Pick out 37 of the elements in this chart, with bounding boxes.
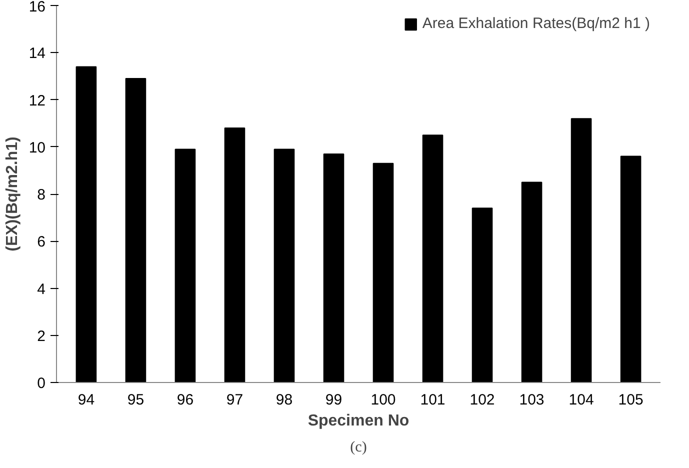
- bar: [323, 153, 344, 382]
- x-tick-label: 95: [127, 392, 144, 408]
- y-tick-label: 16: [28, 0, 46, 16]
- bar: [372, 162, 394, 382]
- x-tick-label: 99: [325, 392, 342, 408]
- y-tick-label: 0: [37, 375, 46, 392]
- y-tick-label: 14: [28, 45, 46, 62]
- y-tick-label: 8: [37, 186, 46, 204]
- y-tick-label: 2: [37, 328, 46, 345]
- bar: [521, 182, 542, 382]
- bar: [620, 156, 642, 382]
- y-tick-label: 6: [37, 234, 46, 251]
- x-axis-title: Specimen No: [308, 412, 410, 430]
- bar: [570, 118, 592, 382]
- x-tick-label: 98: [276, 392, 293, 408]
- bar: [422, 134, 444, 382]
- y-axis-title: (EX)(Bq/m2.h1): [4, 136, 21, 252]
- text: (c): [350, 440, 367, 456]
- bar: [125, 78, 146, 382]
- x-tick-label: 97: [226, 392, 244, 408]
- x-tick-label: 102: [470, 392, 495, 408]
- x-tick-label: 96: [176, 392, 194, 408]
- bar: [174, 148, 196, 382]
- x-tick-label: 105: [618, 392, 644, 408]
- y-tick-label: 4: [37, 280, 46, 298]
- bar: [76, 66, 97, 382]
- x-tick-label: 94: [78, 392, 95, 408]
- x-tick-label: 100: [370, 392, 396, 408]
- y-tick-label: 10: [28, 139, 46, 156]
- y-tick-label: 12: [28, 92, 46, 110]
- x-tick-label: 104: [568, 392, 594, 408]
- bar: [224, 128, 246, 382]
- x-tick-label: 103: [519, 392, 544, 408]
- legend-label: Area Exhalation Rates(Bq/m2 h1 ): [422, 15, 650, 32]
- x-tick-label: 101: [420, 392, 446, 408]
- bar: [472, 208, 493, 382]
- bar: [274, 148, 295, 382]
